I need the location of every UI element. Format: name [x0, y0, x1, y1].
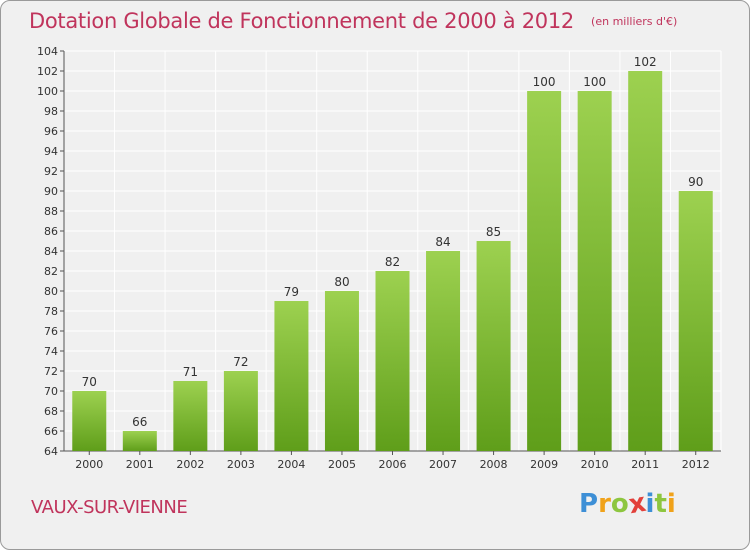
data-label: 71 — [183, 365, 198, 379]
x-tick-label: 2008 — [480, 458, 508, 471]
title-row: Dotation Globale de Fonctionnement de 20… — [29, 9, 677, 33]
data-label: 84 — [435, 235, 450, 249]
bar — [527, 91, 562, 451]
proxiti-logo: Proxiti — [579, 487, 676, 521]
bar — [678, 191, 713, 451]
x-tick-label: 2003 — [227, 458, 255, 471]
bar — [122, 431, 157, 451]
x-tick-label: 2006 — [379, 458, 407, 471]
y-tick-label: 72 — [44, 365, 58, 378]
x-tick-label: 2012 — [682, 458, 710, 471]
y-tick-label: 94 — [44, 145, 58, 158]
data-label: 100 — [583, 75, 606, 89]
data-label: 70 — [82, 375, 97, 389]
bar — [324, 291, 359, 451]
data-label: 79 — [284, 285, 299, 299]
y-tick-label: 80 — [44, 285, 58, 298]
y-tick-label: 90 — [44, 185, 58, 198]
bar — [628, 71, 663, 451]
bar — [72, 391, 107, 451]
chart-subtitle: (en milliers d'€) — [591, 15, 678, 28]
data-label: 85 — [486, 225, 501, 239]
x-tick-label: 2002 — [176, 458, 204, 471]
x-tick-label: 2000 — [75, 458, 103, 471]
y-tick-label: 102 — [37, 65, 58, 78]
data-label: 82 — [385, 255, 400, 269]
y-tick-label: 84 — [44, 245, 58, 258]
y-tick-label: 76 — [44, 325, 58, 338]
y-tick-label: 92 — [44, 165, 58, 178]
bar — [223, 371, 258, 451]
y-tick-label: 74 — [44, 345, 58, 358]
y-tick-label: 100 — [37, 85, 58, 98]
y-tick-label: 78 — [44, 305, 58, 318]
x-tick-label: 2005 — [328, 458, 356, 471]
x-tick-label: 2001 — [126, 458, 154, 471]
y-tick-label: 66 — [44, 425, 58, 438]
y-tick-label: 86 — [44, 225, 58, 238]
x-tick-label: 2007 — [429, 458, 457, 471]
bar — [173, 381, 208, 451]
y-tick-label: 104 — [37, 45, 58, 58]
y-tick-label: 64 — [44, 445, 58, 458]
data-label: 80 — [334, 275, 349, 289]
x-tick-label: 2010 — [581, 458, 609, 471]
y-tick-label: 82 — [44, 265, 58, 278]
y-tick-label: 88 — [44, 205, 58, 218]
bar — [577, 91, 612, 451]
y-tick-label: 70 — [44, 385, 58, 398]
location-name: VAUX-SUR-VIENNE — [31, 497, 188, 518]
bars — [72, 71, 713, 451]
y-tick-label: 68 — [44, 405, 58, 418]
x-tick-label: 2011 — [631, 458, 659, 471]
bar — [375, 271, 410, 451]
data-label: 90 — [688, 175, 703, 189]
y-tick-label: 96 — [44, 125, 58, 138]
data-label: 100 — [533, 75, 556, 89]
bar — [426, 251, 461, 451]
chart-title: Dotation Globale de Fonctionnement de 20… — [29, 9, 574, 33]
bar — [476, 241, 511, 451]
data-label: 72 — [233, 355, 248, 369]
data-labels: 70 66 71 72 79 80 82 84 85 100 100 102 90 — [82, 55, 704, 429]
bar — [274, 301, 309, 451]
data-label: 102 — [634, 55, 657, 69]
x-tick-label: 2009 — [530, 458, 558, 471]
y-tick-label: 98 — [44, 105, 58, 118]
data-label: 66 — [132, 415, 147, 429]
x-tick-label: 2004 — [277, 458, 305, 471]
